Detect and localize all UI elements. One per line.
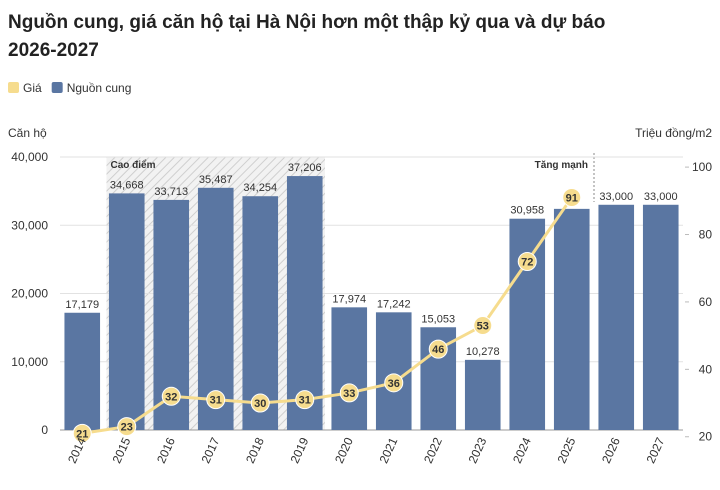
data-label: 30 [254,398,266,410]
legend-label: Giá [23,81,42,95]
data-label: 34,668 [110,179,144,191]
data-label: 17,974 [332,293,366,305]
price-point [339,383,359,403]
data-label: 15,053 [421,313,455,325]
x-tick-label: 2026 [599,435,623,465]
y2-tick-label: 60 [699,295,713,309]
annotation: Tăng mạnh [535,160,588,171]
price-point [72,423,92,443]
legend-swatch [51,82,63,93]
legend-swatch [8,82,19,93]
bar [553,208,590,430]
data-label: 72 [521,256,533,268]
price-point [517,251,537,271]
y-tick-label: 20,000 [11,287,48,301]
x-tick-label: 2016 [154,435,178,465]
x-tick-label: 2027 [643,435,667,465]
data-label: 35,487 [199,174,233,186]
x-tick-label: 2019 [287,435,311,465]
data-label: 53 [477,321,489,333]
data-label: 33,713 [154,186,188,198]
data-label: 30,958 [510,205,544,217]
x-tick-label: 2024 [510,435,534,465]
x-tick-label: 2021 [376,435,400,465]
data-label: 31 [210,395,222,407]
y-tick-label: 30,000 [11,218,48,232]
data-label: 31 [299,395,311,407]
price-point [428,339,448,359]
bar [286,176,323,430]
price-point [473,316,493,336]
y-tick-label: 10,000 [11,355,48,369]
x-tick-label: 2025 [554,435,578,465]
x-tick-label: 2023 [465,435,489,465]
bar [598,204,635,430]
data-label: 21 [76,428,88,440]
y2-axis-label: Triệu đồng/m2 [635,126,712,140]
price-point [250,393,270,413]
data-label: 32 [165,391,177,403]
price-point [295,390,315,410]
bar [375,312,412,430]
bar [108,193,145,430]
bar [509,218,546,430]
x-tick-label: 2018 [243,435,267,465]
x-tick-label: 2020 [332,435,356,465]
price-point [206,390,226,410]
data-label: 10,278 [466,346,500,358]
price-point [384,373,404,393]
price-point [161,386,181,406]
data-label: 91 [566,192,578,204]
chart-title: Nguồn cung, giá căn hộ tại Hà Nội hơn mộ… [8,12,605,61]
bar [642,204,679,430]
data-label: 33 [343,388,355,400]
data-label: 33,000 [599,191,633,203]
y2-tick-label: 100 [692,160,712,174]
data-label: 17,242 [377,298,411,310]
y2-tick-label: 80 [699,228,713,242]
bar [242,196,279,430]
y2-tick-label: 40 [699,362,713,376]
data-label: 36 [388,378,400,390]
data-label: 17,179 [65,299,99,311]
data-label: 46 [432,344,444,356]
bar [464,359,501,430]
y-tick-label: 0 [41,423,48,437]
legend-label: Nguồn cung [67,81,132,95]
y2-tick-label: 20 [699,430,713,444]
x-tick-label: 2017 [198,435,222,465]
bar [197,187,234,430]
price-point [562,187,582,207]
y-tick-label: 40,000 [11,150,48,164]
x-tick-label: 2015 [109,435,133,465]
data-label: 33,000 [644,191,678,203]
bar [64,312,101,430]
data-label: 34,254 [243,182,277,194]
y-axis-label: Căn hộ [8,126,47,140]
data-label: 37,206 [288,162,322,174]
data-label: 23 [121,422,133,434]
bar [331,307,368,430]
price-point [117,417,137,437]
x-tick-label: 2022 [421,435,445,465]
annotation: Cao điểm [111,159,156,171]
